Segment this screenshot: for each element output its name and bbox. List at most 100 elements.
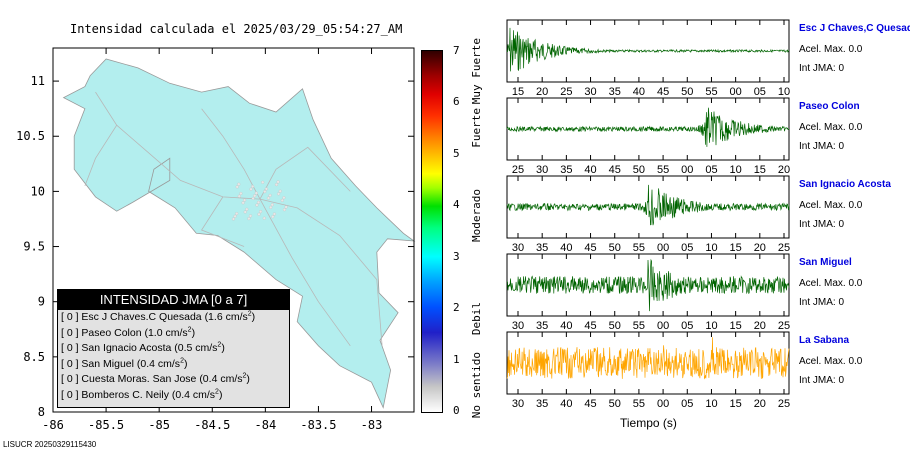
city-marker [237,194,241,198]
footer-id: LISUCR 20250329115430 [3,440,97,449]
road-line [201,108,261,200]
city-marker [249,187,253,191]
waveform-tick-label: 30 [512,320,524,332]
waveform-tick-label: 55 [705,86,717,98]
city-marker [271,215,275,219]
waveform-tick-label: 40 [560,320,572,332]
waveform-tick-label: 15 [730,242,742,254]
waveform-tick-label: 30 [512,398,524,410]
station-acel-max: Acel. Max. 0.0 [799,356,863,367]
city-marker [277,192,281,196]
waveform-trace [506,27,790,72]
city-marker [266,196,271,200]
legend-entry-close: ) [183,357,188,370]
city-marker [284,205,288,209]
country-polygon [62,58,416,409]
city-marker [254,191,258,195]
waveform-tick-label: 00 [657,398,669,410]
waveform-tick-label: 00 [657,242,669,254]
city-marker [255,203,259,207]
city-marker [272,212,276,216]
lon-tick-label: -84.5 [194,418,230,432]
waveform-tick-label: 55 [633,242,645,254]
legend-entry: [ 0 ] Bomberos C. Neily (0.4 cm/s2) [58,388,289,404]
unit-superscript: 2 [215,388,219,395]
waveform-tick-label: 45 [584,320,596,332]
city-marker [235,185,239,189]
unit-superscript: 2 [217,341,222,349]
city-marker [247,217,251,221]
waveform-tick-label: 35 [536,398,548,410]
road-line [84,124,118,187]
waveform-tick-label: 05 [754,86,766,98]
station-jma: Int JMA: 0 [799,297,845,308]
city-marker [274,183,279,187]
station-acel-max: Acel. Max. 0.0 [799,200,863,211]
city-marker [239,191,243,196]
road-line [95,91,383,346]
waveform-tick-label: 45 [584,398,596,410]
waveform-trace [506,337,790,380]
lat-tick-label: 8 [38,405,45,419]
waveform-tick-label: 25 [778,242,790,254]
waveform-tick-label: 45 [657,86,669,98]
colorbar-tick-label: 4 [453,198,460,212]
waveform-tick-label: 10 [705,320,717,332]
map-frame [52,47,415,413]
waveform-tick-label: 15 [730,320,742,332]
station-name: San Ignacio Acosta [799,179,891,190]
waveform-tick-label: 25 [778,398,790,410]
lat-tick-label: 9.5 [23,240,45,254]
colorbar-tick-label: 2 [453,301,460,315]
waveform-tick-label: 45 [584,242,596,254]
lat-tick-label: 9 [38,295,45,309]
waveform-tick-label: 50 [609,320,621,332]
colorbar-tick-label: 3 [453,249,460,263]
legend-entry: [ 0 ] San Miguel (0.4 cm/s2) [58,357,289,373]
waveform-tick-label: 25 [778,320,790,332]
waveform-tick-label: 05 [681,320,693,332]
city-marker [243,198,247,202]
waveform-tick-label: 35 [560,164,572,176]
city-marker [282,208,287,212]
city-marker [251,196,255,201]
legend-title: INTENSIDAD JMA [0 a 7] [58,290,289,310]
waveform-tick-label: 15 [512,86,524,98]
lat-tick-label: 10 [31,184,45,198]
intensity-colorbar [421,50,443,413]
station-acel-max: Acel. Max. 0.0 [799,44,863,55]
city-marker [280,198,284,202]
city-marker [231,217,236,221]
station-name: Paseo Colon [799,101,860,112]
waveform-tick-label: 10 [730,164,742,176]
station-acel-max: Acel. Max. 0.0 [799,278,863,289]
legend-entry-close: ) [221,342,225,354]
waveform-tick-label: 20 [754,398,766,410]
legend-entry-close: ) [251,311,256,323]
colorbar-category-label: Debil [470,301,483,335]
waveform-tick-label: 15 [754,164,766,176]
intensity-legend: INTENSIDAD JMA [0 a 7] [ 0 ] Esc J Chave… [57,289,290,408]
legend-entry-text: [ 0 ] Esc J Chaves.C Quesada (1.6 cm/s [61,311,248,323]
waveform-tick-label: 50 [609,398,621,410]
city-marker [237,182,241,186]
legend-entry-text: [ 0 ] Cuesta Moras. San Jose (0.4 cm/s [61,373,243,385]
legend-entry-close: ) [246,373,250,385]
lat-tick-label: 10.5 [16,129,45,143]
waveform-tick-label: 40 [560,398,572,410]
colorbar-tick-label: 6 [453,95,460,109]
waveform-tick-label: 35 [536,242,548,254]
waveform-tick-label: 10 [705,398,717,410]
legend-entry: [ 0 ] San Ignacio Acosta (0.5 cm/s2) [58,341,289,357]
city-marker [256,200,261,204]
waveform-tick-label: 30 [536,164,548,176]
waveform-tick-label: 20 [754,320,766,332]
waveform-tick-label: 55 [633,320,645,332]
waveform-trace [506,258,790,312]
legend-entry-text: [ 0 ] San Miguel (0.4 cm/s [61,357,181,370]
waveform-tick-label: 20 [754,242,766,254]
city-marker [241,201,245,205]
city-marker [245,207,249,211]
waveform-tick-label: 30 [584,86,596,98]
waveform-trace [506,184,790,226]
